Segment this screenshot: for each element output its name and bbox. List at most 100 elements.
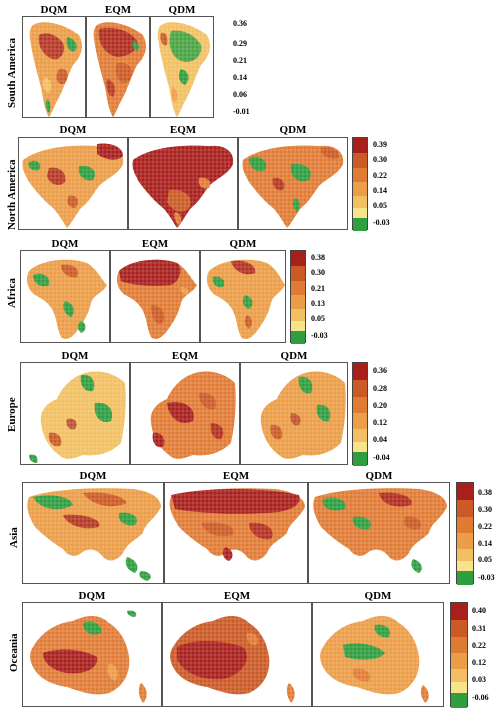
colorbar-tick: 0.03: [472, 675, 486, 684]
colorbar: [450, 602, 468, 708]
map-panel-eqm: [130, 362, 240, 465]
colorbar-band: [451, 682, 467, 693]
colorbar-tick: 0.38: [478, 488, 492, 497]
colorbar-band: [451, 620, 467, 637]
colorbar-band: [291, 331, 305, 344]
map-panel-eqm: [128, 137, 238, 230]
colorbar-band: [353, 138, 367, 153]
colorbar-band: [457, 549, 473, 561]
colorbar-tick: 0.12: [373, 418, 387, 427]
method-title-qdm: QDM: [364, 590, 392, 602]
grid-overlay: [21, 251, 109, 342]
colorbar-band: [353, 218, 367, 231]
region-label: Europe: [6, 397, 18, 432]
region-label: Africa: [6, 278, 18, 308]
method-title-dqm: DQM: [40, 4, 68, 16]
map-panel-qdm: [200, 250, 286, 343]
region-label: North America: [6, 159, 18, 230]
colorbar: [352, 362, 368, 466]
grid-overlay: [87, 17, 149, 117]
method-title-eqm: EQM: [141, 238, 169, 250]
map-panel-eqm: [86, 16, 150, 118]
map-panel-qdm: [238, 137, 348, 230]
colorbar-tick: -0.01: [233, 107, 250, 116]
colorbar-tick: 0.28: [373, 384, 387, 393]
colorbar-band: [451, 669, 467, 682]
grid-overlay: [111, 251, 199, 342]
grid-overlay: [309, 483, 449, 583]
colorbar-tick: 0.40: [472, 606, 486, 615]
colorbar-tick: -0.04: [373, 453, 390, 462]
colorbar: [352, 137, 368, 231]
grid-overlay: [129, 138, 237, 229]
colorbar-tick: 0.36: [233, 19, 247, 28]
colorbar-band: [353, 153, 367, 168]
map-panel-qdm: [308, 482, 450, 584]
method-title-eqm: EQM: [171, 350, 199, 362]
grid-overlay: [239, 138, 347, 229]
colorbar-band: [457, 533, 473, 549]
colorbar-tick: 0.14: [478, 539, 492, 548]
colorbar-tick: 0.05: [373, 201, 387, 210]
method-title-dqm: DQM: [79, 470, 107, 482]
colorbar-tick: -0.03: [311, 331, 328, 340]
map-panel-qdm: [150, 16, 214, 118]
colorbar-tick: 0.05: [478, 555, 492, 564]
grid-overlay: [163, 603, 311, 706]
grid-overlay: [23, 603, 161, 706]
colorbar-band: [353, 363, 367, 380]
colorbar-tick: 0.29: [233, 39, 247, 48]
map-panel-dqm: [18, 137, 128, 230]
colorbar-tick: 0.14: [373, 186, 387, 195]
map-panel-eqm: [110, 250, 200, 343]
method-title-qdm: QDM: [279, 124, 307, 136]
grid-overlay: [21, 363, 129, 464]
method-title-eqm: EQM: [169, 124, 197, 136]
map-panel-dqm: [20, 362, 130, 465]
colorbar-band: [291, 281, 305, 295]
map-panel-dqm: [22, 602, 162, 707]
colorbar-band: [291, 266, 305, 281]
grid-overlay: [131, 363, 239, 464]
colorbar-band: [457, 561, 473, 571]
region-label: Asia: [8, 527, 20, 548]
colorbar-tick: 0.22: [373, 171, 387, 180]
method-title-eqm: EQM: [104, 4, 132, 16]
region-label: South America: [6, 38, 18, 108]
colorbar-band: [353, 442, 367, 452]
colorbar-band: [451, 603, 467, 620]
method-title-dqm: DQM: [78, 590, 106, 602]
colorbar-band: [451, 653, 467, 669]
colorbar-tick: -0.03: [478, 573, 495, 582]
method-title-dqm: DQM: [51, 238, 79, 250]
colorbar-tick: 0.36: [373, 366, 387, 375]
colorbar-tick: 0.05: [311, 314, 325, 323]
colorbar-tick: 0.39: [373, 140, 387, 149]
grid-overlay: [313, 603, 443, 706]
map-panel-qdm: [240, 362, 348, 465]
colorbar-band: [457, 571, 473, 585]
map-panel-dqm: [20, 250, 110, 343]
method-title-eqm: EQM: [222, 470, 250, 482]
map-panel-dqm: [22, 16, 86, 118]
colorbar-tick: -0.06: [472, 693, 489, 702]
colorbar-band: [353, 208, 367, 218]
colorbar-band: [291, 309, 305, 321]
colorbar-tick: 0.30: [478, 505, 492, 514]
colorbar-tick: 0.14: [233, 73, 247, 82]
colorbar-band: [353, 397, 367, 413]
colorbar-tick: 0.12: [472, 658, 486, 667]
colorbar-band: [353, 452, 367, 466]
grid-overlay: [165, 483, 307, 583]
colorbar-tick: 0.20: [373, 401, 387, 410]
grid-overlay: [23, 483, 163, 583]
method-title-qdm: QDM: [229, 238, 257, 250]
grid-overlay: [241, 363, 347, 464]
grid-overlay: [19, 138, 127, 229]
colorbar-tick: 0.06: [233, 90, 247, 99]
landmass-asia: [313, 488, 447, 561]
colorbar-tick: 0.30: [373, 155, 387, 164]
colorbar-band: [353, 196, 367, 208]
map-panel-dqm: [22, 482, 164, 584]
colorbar-tick: 0.21: [311, 284, 325, 293]
